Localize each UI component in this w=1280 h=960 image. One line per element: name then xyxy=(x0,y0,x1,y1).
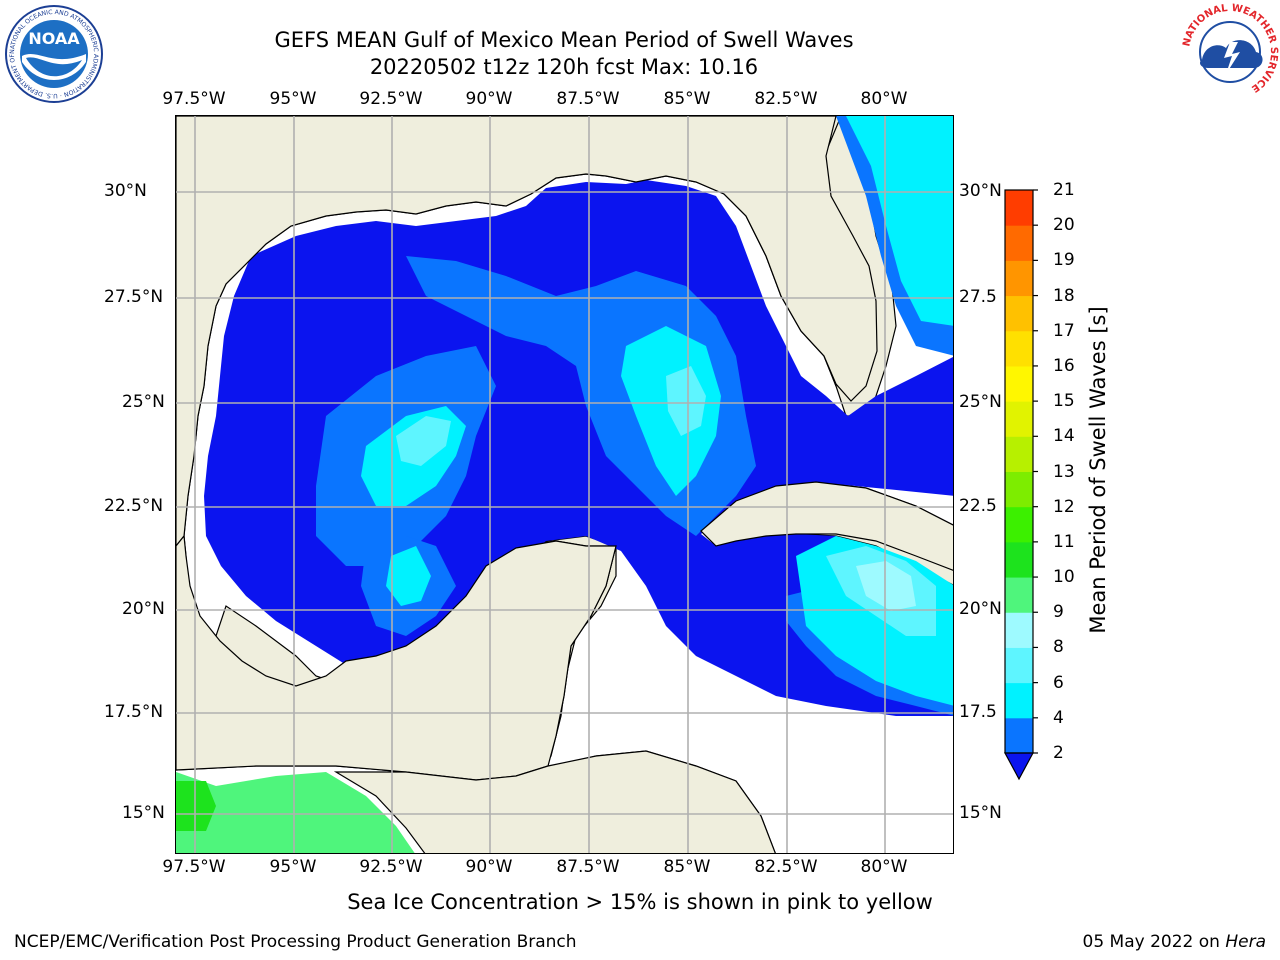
sea-ice-note: Sea Ice Concentration > 15% is shown in … xyxy=(347,890,933,914)
colorbar-band xyxy=(1005,682,1033,719)
swell-region-6to8-west xyxy=(396,416,451,466)
colorbar-tick-label: 15 xyxy=(1053,391,1075,412)
land-us-gulf-coast-overlay xyxy=(176,116,878,547)
swell-region-4to6-atlantic xyxy=(846,116,953,326)
colorbar-band xyxy=(1005,612,1033,648)
map-subtitle: 20220502 t12z 120h fcst Max: 10.16 xyxy=(369,55,759,79)
colorbar-band xyxy=(1005,330,1033,367)
land-cuba-overlay xyxy=(700,481,953,571)
colorbar-band xyxy=(1005,260,1033,297)
footer-host: Hera xyxy=(1225,932,1266,952)
colorbar-tick-label: 10 xyxy=(1053,567,1075,588)
colorbar-tick-label: 8 xyxy=(1053,637,1064,658)
lon-tick-label-bottom: 80°W xyxy=(860,857,908,877)
colorbar-band xyxy=(1005,190,1033,226)
swell-region-pacific-10to11 xyxy=(176,781,216,831)
lat-tick-label-left: 22.5°N xyxy=(104,496,164,516)
lat-tick-label-left: 27.5°N xyxy=(104,287,164,307)
colorbar-band xyxy=(1005,365,1033,402)
swell-region-6to8-central xyxy=(666,366,706,436)
lon-tick-label-top: 87.5°W xyxy=(556,89,620,109)
colorbar-tick-label: 2 xyxy=(1053,743,1064,763)
colorbar-band xyxy=(1005,506,1033,543)
lon-tick-label-top: 85°W xyxy=(663,89,711,109)
lat-tick-label-right: 25°N xyxy=(959,392,1002,412)
lon-tick-label-bottom: 85°W xyxy=(663,857,711,877)
lat-tick-label-left: 20°N xyxy=(122,599,165,619)
land-central-america-overlay xyxy=(333,750,776,853)
colorbar-title: Mean Period of Swell Waves [s] xyxy=(1086,306,1110,634)
colorbar-tick-label: 12 xyxy=(1053,496,1075,517)
lat-tick-label-left: 15°N xyxy=(122,803,165,823)
map-panel xyxy=(175,115,954,854)
colorbar-band xyxy=(1005,717,1033,754)
lon-tick-label-top: 95°W xyxy=(269,89,317,109)
colorbar-tick-label: 9 xyxy=(1053,602,1064,623)
map-title: GEFS MEAN Gulf of Mexico Mean Period of … xyxy=(274,28,854,52)
colorbar-tick-label: 13 xyxy=(1053,461,1075,482)
lon-tick-label-top: 92.5°W xyxy=(359,89,423,109)
lon-tick-label-top: 90°W xyxy=(465,89,513,109)
colorbar-tick-label: 19 xyxy=(1053,250,1075,271)
lat-tick-label-right: 20°N xyxy=(959,599,1002,619)
lat-tick-label-right: 15°N xyxy=(959,803,1002,823)
colorbar-band xyxy=(1005,647,1033,684)
footer-date-text: 05 May 2022 on xyxy=(1082,932,1220,952)
colorbar-tick-label: 16 xyxy=(1053,355,1075,376)
lat-tick-label-right: 30°N xyxy=(959,181,1002,201)
lon-tick-label-top: 82.5°W xyxy=(754,89,818,109)
lon-tick-label-bottom: 92.5°W xyxy=(359,857,423,877)
lon-tick-label-bottom: 87.5°W xyxy=(556,857,620,877)
colorbar-tick-label: 17 xyxy=(1053,320,1075,341)
colorbar-tick-label: 20 xyxy=(1053,215,1075,236)
lon-tick-label-bottom: 97.5°W xyxy=(162,857,226,877)
swell-region-8to9-caribbean xyxy=(856,561,916,611)
colorbar-tick-label: 6 xyxy=(1053,672,1064,693)
colorbar-band xyxy=(1005,225,1033,261)
colorbar-band xyxy=(1005,541,1033,578)
colorbar-tick-label: 14 xyxy=(1053,426,1075,447)
colorbar-band xyxy=(1005,436,1033,472)
swell-region-4to6-south xyxy=(386,546,431,606)
map-canvas xyxy=(176,116,953,853)
lon-tick-label-bottom: 95°W xyxy=(269,857,317,877)
colorbar-extend-triangle xyxy=(1003,752,1035,781)
colorbar-tick-label: 18 xyxy=(1053,285,1075,306)
lon-tick-label-bottom: 90°W xyxy=(465,857,513,877)
colorbar-tick-label: 4 xyxy=(1053,707,1064,728)
nws-logo: NATIONAL WEATHER SERVICE xyxy=(1181,3,1279,100)
noaa-logo-text: NOAA xyxy=(28,29,80,48)
lat-tick-label-right: 27.5 xyxy=(959,287,997,307)
colorbar-tick-label: 11 xyxy=(1053,531,1075,552)
colorbar-tick-label: 21 xyxy=(1053,180,1075,200)
lat-tick-label-left: 25°N xyxy=(122,392,165,412)
lon-tick-label-bottom: 82.5°W xyxy=(754,857,818,877)
footer-branch: NCEP/EMC/Verification Post Processing Pr… xyxy=(14,932,577,952)
lat-tick-label-right: 22.5 xyxy=(959,496,997,516)
noaa-logo: NATIONAL OCEANIC AND ATMOSPHERIC ADMINIS… xyxy=(4,4,103,103)
swell-region-pacific-9to10 xyxy=(176,772,415,853)
lon-tick-label-top: 97.5°W xyxy=(162,89,226,109)
lat-tick-label-left: 17.5°N xyxy=(104,702,164,722)
map-grid xyxy=(176,116,953,853)
colorbar-band xyxy=(1005,401,1033,437)
colorbar-band xyxy=(1005,471,1033,508)
footer-date: 05 May 2022 on Hera xyxy=(1083,932,1267,952)
colorbar-band xyxy=(1005,295,1033,332)
colorbar-band xyxy=(1005,577,1033,613)
lat-tick-label-left: 30°N xyxy=(104,181,147,201)
colorbar xyxy=(1003,189,1038,781)
lon-tick-label-top: 80°W xyxy=(860,89,908,109)
lat-tick-label-right: 17.5 xyxy=(959,702,997,722)
